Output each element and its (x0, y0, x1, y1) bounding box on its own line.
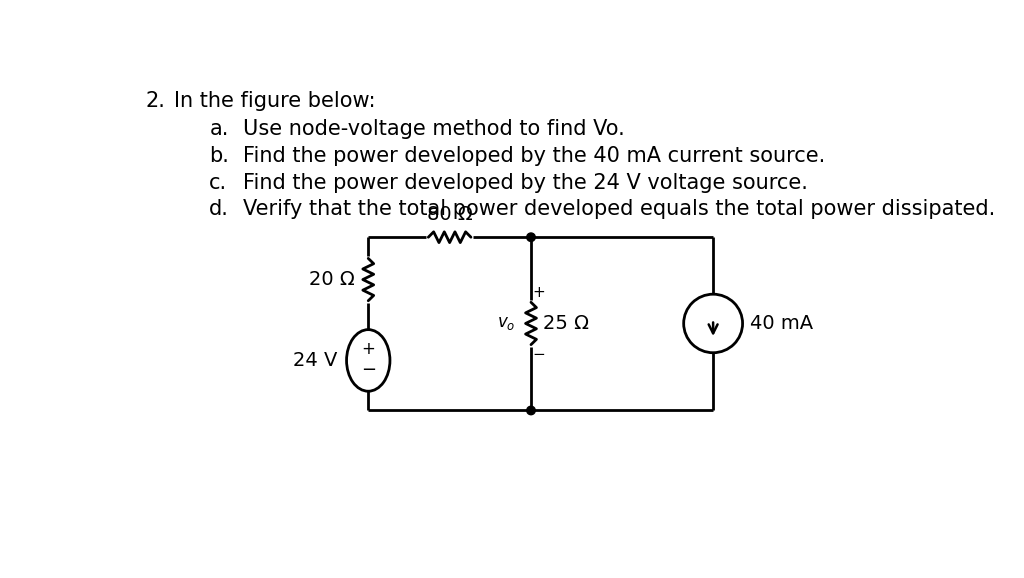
Text: 40 mA: 40 mA (751, 314, 813, 333)
Text: Use node-voltage method to find Vo.: Use node-voltage method to find Vo. (243, 120, 625, 139)
Circle shape (526, 406, 536, 414)
Text: −: − (360, 361, 376, 379)
Text: 2.: 2. (145, 91, 165, 111)
Text: $\it{v}_o$: $\it{v}_o$ (497, 314, 515, 332)
Text: Find the power developed by the 40 mA current source.: Find the power developed by the 40 mA cu… (243, 146, 825, 166)
Text: 20 Ω: 20 Ω (308, 270, 354, 289)
Text: b.: b. (209, 146, 229, 166)
Text: 24 V: 24 V (293, 351, 337, 370)
Circle shape (526, 233, 536, 242)
Text: 25 Ω: 25 Ω (544, 314, 590, 333)
Text: In the figure below:: In the figure below: (174, 91, 376, 111)
Text: Find the power developed by the 24 V voltage source.: Find the power developed by the 24 V vol… (243, 173, 808, 192)
Text: +: + (361, 340, 375, 358)
Text: +: + (532, 285, 545, 300)
Text: Verify that the total power developed equals the total power dissipated.: Verify that the total power developed eq… (243, 199, 995, 218)
Text: d.: d. (209, 199, 229, 218)
Text: −: − (532, 347, 545, 362)
Text: a.: a. (209, 120, 228, 139)
Text: 80 Ω: 80 Ω (427, 205, 472, 224)
Text: c.: c. (209, 173, 227, 192)
